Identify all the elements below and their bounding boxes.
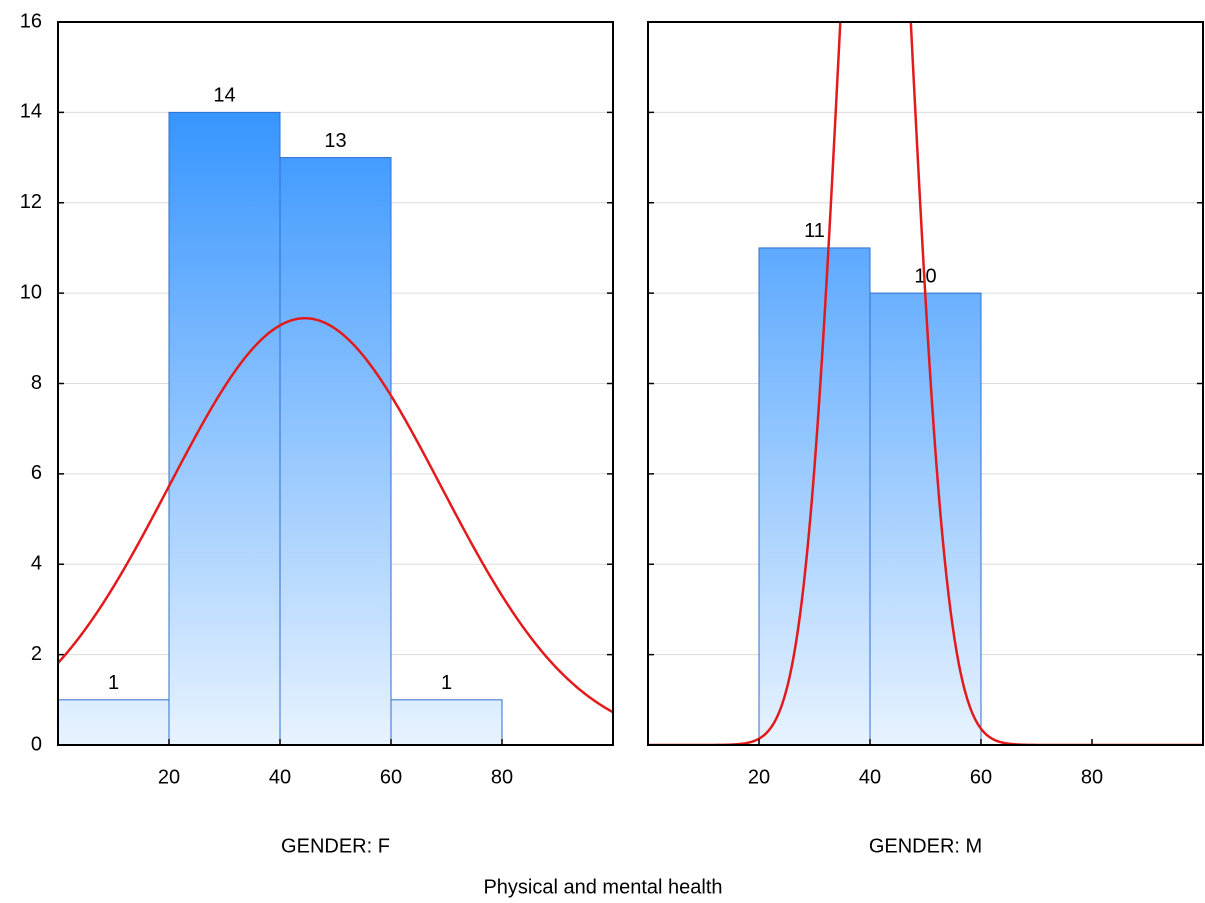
y-tick-label: 16	[20, 10, 42, 32]
normal-fit-curve	[648, 22, 1203, 745]
bar	[168, 111, 281, 746]
x-tick-label: 60	[380, 766, 402, 788]
bar-value-label: 11	[804, 220, 825, 242]
y-tick-label: 8	[31, 372, 42, 394]
bar	[390, 699, 503, 746]
x-tick-label: 40	[269, 766, 291, 788]
bar	[57, 699, 170, 746]
bar-value-label: 10	[914, 265, 936, 287]
y-tick-label: 4	[31, 553, 42, 575]
x-tick-label: 60	[970, 766, 992, 788]
bar-value-label: 1	[441, 672, 452, 694]
y-tick-label: 6	[31, 462, 42, 484]
plot-frame	[647, 21, 1204, 746]
normal-fit-curve	[58, 316, 613, 714]
x-tick-label: 40	[859, 766, 881, 788]
y-tick-label: 14	[20, 101, 42, 123]
bar-value-label: 1	[108, 672, 119, 694]
figure-x-label: Physical and mental health	[483, 876, 722, 898]
y-tick-label: 12	[20, 191, 42, 213]
bar-value-label: 14	[213, 85, 235, 107]
x-tick-label: 80	[1081, 766, 1103, 788]
bar	[869, 292, 982, 746]
x-tick-label: 80	[491, 766, 513, 788]
plot-frame	[57, 21, 614, 746]
panel-x-label: GENDER: M	[869, 835, 982, 857]
y-tick-label: 0	[31, 733, 42, 755]
y-tick-label: 10	[20, 281, 42, 303]
bar-value-label: 13	[324, 130, 346, 152]
x-tick-label: 20	[158, 766, 180, 788]
bar	[758, 247, 871, 746]
y-tick-label: 2	[31, 643, 42, 665]
panel-x-label: GENDER: F	[281, 835, 390, 857]
bar	[279, 157, 392, 746]
x-tick-label: 20	[748, 766, 770, 788]
